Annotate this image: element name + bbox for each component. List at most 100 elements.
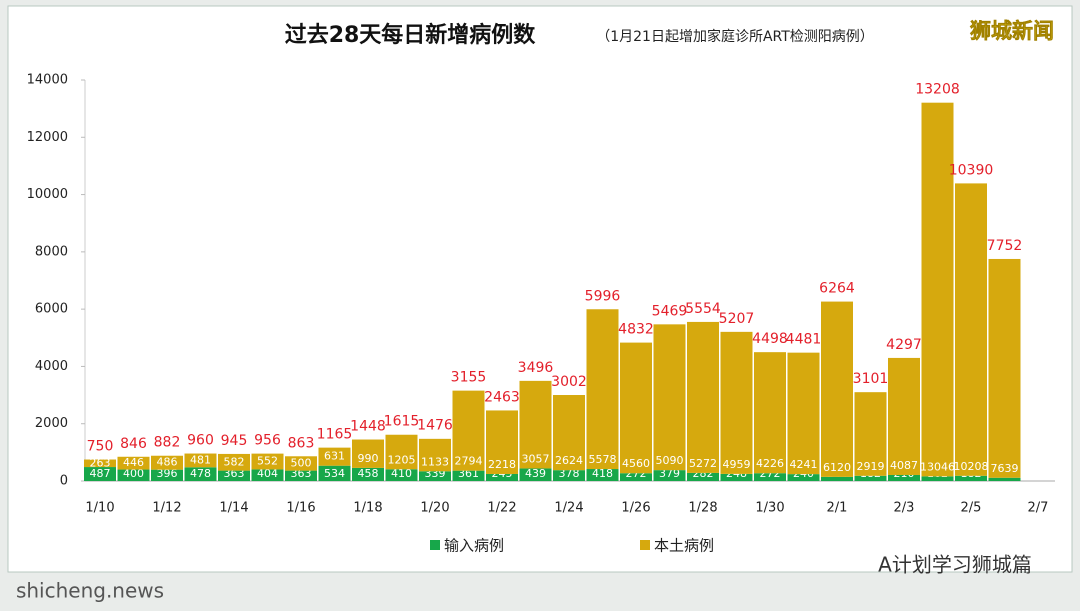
y-tick-label: 12000: [27, 130, 68, 145]
y-tick-label: 0: [60, 474, 68, 489]
x-tick-label: 2/3: [894, 501, 915, 516]
bar-segment: [586, 309, 619, 470]
segment-label: 552: [257, 455, 278, 468]
legend-swatch: [640, 540, 650, 550]
total-label: 6264: [819, 281, 855, 297]
total-label: 13208: [915, 82, 960, 98]
bar-segment: [251, 469, 284, 481]
total-label: 5554: [685, 301, 721, 317]
bar-segment: [687, 321, 719, 473]
segment-label: 4560: [622, 457, 650, 470]
x-tick-label: 1/16: [286, 501, 315, 516]
bar-segment: [285, 470, 317, 481]
bar-segment: [586, 469, 619, 481]
total-label: 956: [254, 433, 281, 449]
bar-segment: [318, 447, 351, 466]
x-tick-label: 1/28: [688, 501, 717, 516]
bar-segment: [318, 465, 351, 481]
panel: [7, 5, 1073, 573]
segment-label: 6120: [823, 461, 851, 474]
total-label: 846: [120, 436, 147, 452]
segment-label: 7639: [991, 462, 1019, 475]
total-label: 10390: [949, 162, 994, 178]
bar-segment: [519, 468, 552, 481]
segment-label: 4959: [723, 458, 751, 471]
bar-segment: [452, 470, 485, 481]
y-tick-label: 10000: [27, 187, 68, 202]
segment-label: 5578: [589, 453, 617, 466]
bar-segment: [620, 473, 652, 481]
segment-label: 990: [358, 452, 379, 465]
x-tick-label: 1/30: [755, 501, 784, 516]
bar-segment: [285, 456, 317, 471]
bar-segment: [385, 434, 418, 470]
bar-segment: [151, 469, 183, 481]
total-label: 1615: [384, 414, 420, 430]
bar-segment: [787, 474, 820, 481]
total-label: 3155: [451, 370, 487, 386]
segment-label: 4226: [756, 457, 784, 470]
bar-segment: [84, 459, 116, 468]
total-label: 4498: [752, 331, 788, 347]
segment-label: 2919: [857, 460, 885, 473]
bar-segment: [218, 470, 250, 481]
segment-label: 379: [659, 467, 680, 480]
segment-label: 10208: [954, 460, 989, 473]
y-tick-label: 6000: [35, 302, 68, 317]
bar-segment: [352, 439, 384, 468]
bar-segment: [419, 438, 451, 472]
total-label: 863: [288, 435, 315, 451]
bar-segment: [955, 475, 987, 481]
segment-label: 378: [559, 467, 580, 480]
bar-segment: [888, 357, 920, 475]
bar-segment: [888, 474, 920, 481]
segment-label: 486: [157, 456, 178, 469]
total-label: 1448: [350, 419, 386, 435]
total-label: 3101: [853, 371, 889, 387]
segment-label: 2624: [555, 454, 583, 467]
segment-label: 439: [525, 467, 546, 480]
total-label: 882: [154, 435, 181, 451]
segment-label: 5272: [689, 457, 717, 470]
segment-label: 458: [358, 467, 379, 480]
bar-segment: [921, 102, 954, 477]
total-label: 945: [221, 433, 248, 449]
x-tick-label: 1/14: [219, 501, 248, 516]
total-label: 4481: [786, 332, 822, 348]
segment-label: 446: [123, 456, 144, 469]
bar-segment: [117, 469, 150, 481]
bar-segment: [988, 258, 1021, 478]
segment-label: 481: [190, 453, 211, 466]
bar-segment: [151, 455, 183, 470]
bar-segment: [854, 475, 887, 481]
segment-label: 418: [592, 467, 613, 480]
bar-segment: [385, 469, 418, 481]
segment-label: 1205: [388, 453, 416, 466]
bar-segment: [988, 477, 1021, 481]
footer-right: A计划学习狮城篇: [878, 553, 1032, 577]
bar-segment: [754, 352, 786, 474]
legend-swatch: [430, 540, 440, 550]
segment-label: 478: [190, 467, 211, 480]
bar-segment: [653, 324, 686, 471]
total-label: 5207: [719, 311, 755, 327]
bar-segment: [117, 456, 150, 470]
y-tick-label: 4000: [35, 359, 68, 374]
bar-segment: [218, 453, 250, 471]
legend-label: 输入病例: [444, 537, 504, 555]
bar-segment: [921, 476, 954, 481]
segment-label: 5090: [656, 454, 684, 467]
bar-segment: [352, 467, 384, 481]
segment-label: 400: [123, 467, 144, 480]
segment-label: 13046: [920, 460, 955, 473]
total-label: 2463: [484, 389, 520, 405]
x-tick-label: 1/26: [621, 501, 650, 516]
total-label: 4297: [886, 337, 922, 353]
segment-label: 1133: [421, 455, 449, 468]
segment-label: 410: [391, 467, 412, 480]
chart-subtitle: （1月21日起增加家庭诊所ART检测阳病例）: [596, 28, 874, 45]
x-tick-label: 1/24: [554, 501, 583, 516]
bar-segment: [553, 395, 585, 471]
segment-label: 2218: [488, 458, 516, 471]
segment-label: 631: [324, 450, 345, 463]
